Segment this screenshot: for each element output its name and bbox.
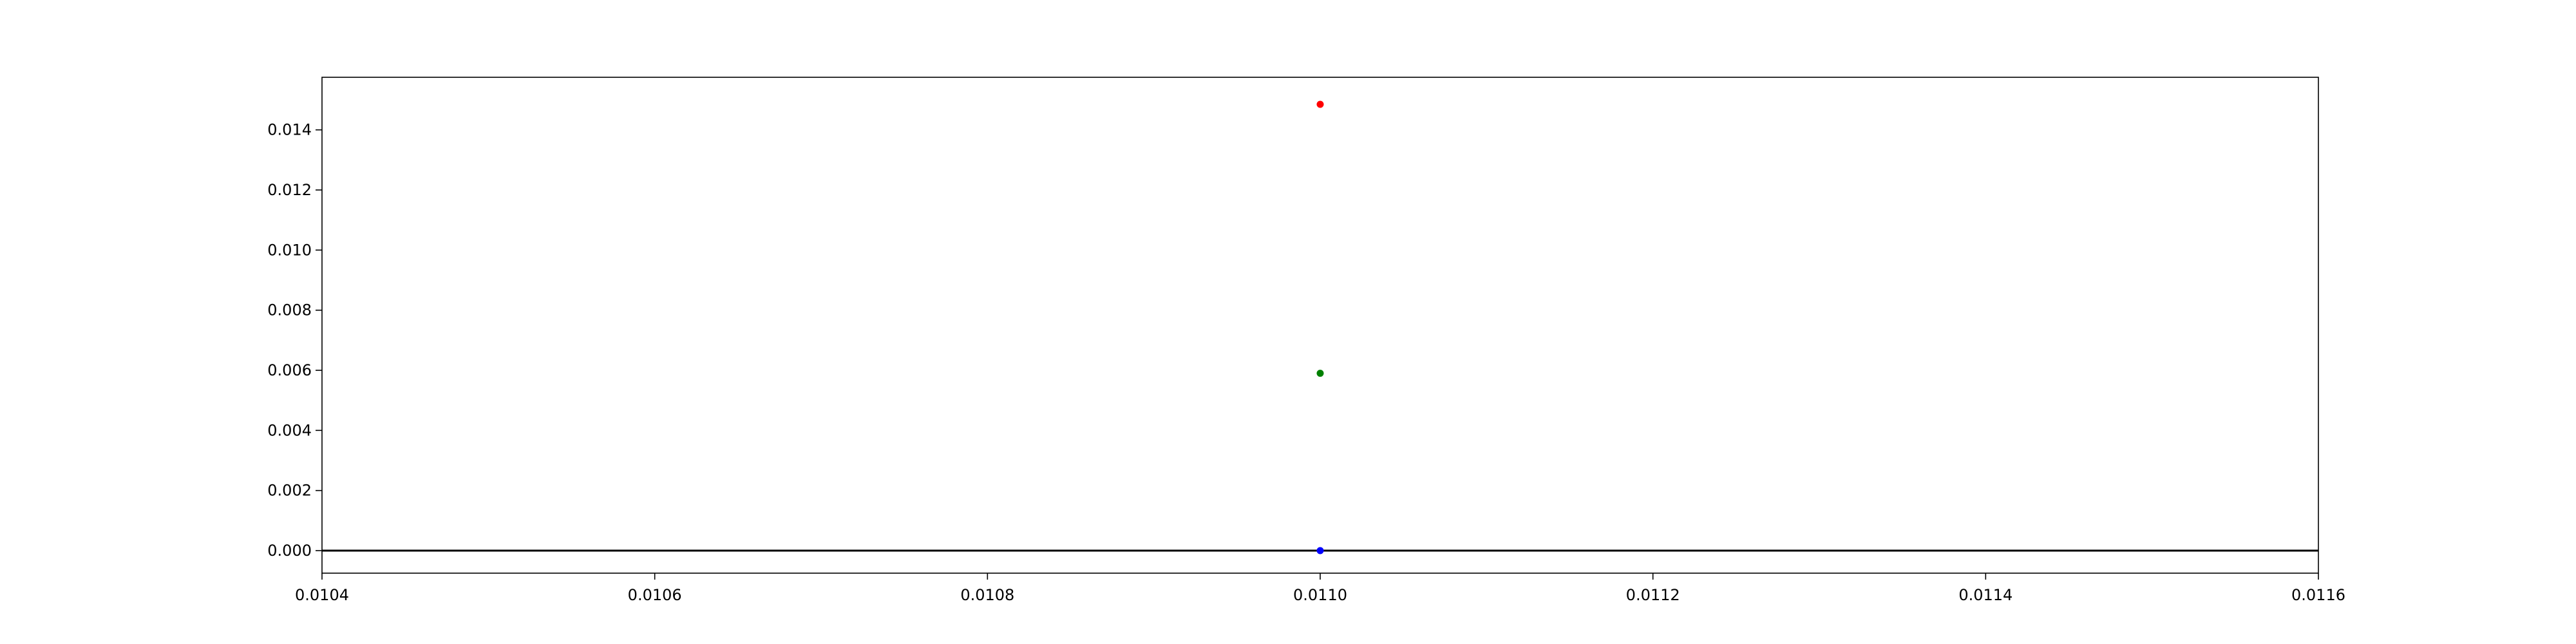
y-tick-label: 0.000 [267,542,312,560]
scatter-point [1316,100,1324,108]
x-tick-label: 0.0104 [295,586,349,604]
scatter-point [1316,370,1324,377]
y-tick-label: 0.008 [267,301,312,319]
y-axis: 0.000 0.002 0.004 0.006 0.008 0.010 0.012 0.014 [267,121,322,560]
y-tick-label: 0.006 [267,361,312,379]
x-axis: 0.0104 0.0106 0.0108 0.0110 0.0112 0.0114 0.01… [295,573,2345,604]
x-tick-label: 0.0110 [1293,586,1347,604]
x-tick-label: 0.0108 [960,586,1014,604]
y-tick-label: 0.002 [267,482,312,500]
x-tick-label: 0.0116 [2291,586,2345,604]
x-tick-label: 0.0114 [1958,586,2012,604]
y-tick-label: 0.014 [267,121,312,139]
scatter-point [1316,547,1324,554]
x-tick-label: 0.0106 [628,586,682,604]
points-layer [1316,100,1324,554]
x-tick-label: 0.0112 [1626,586,1680,604]
y-tick-label: 0.010 [267,241,312,259]
y-tick-label: 0.004 [267,421,312,439]
y-tick-label: 0.012 [267,181,312,199]
